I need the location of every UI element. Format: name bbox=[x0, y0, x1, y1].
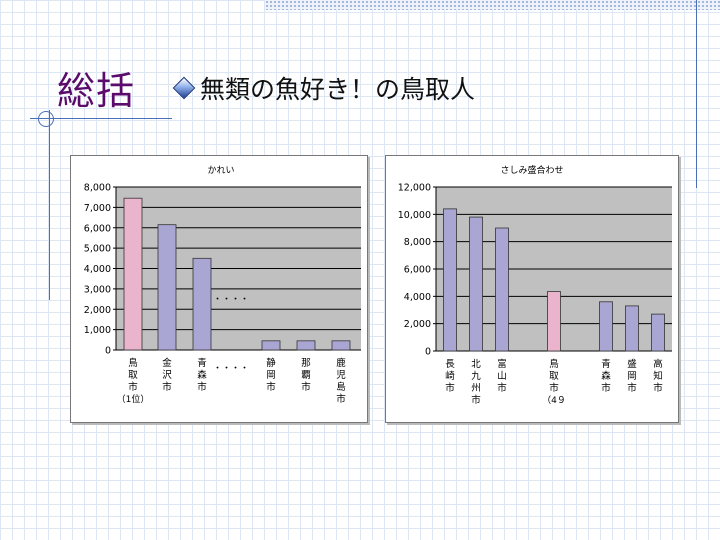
chart-karei-svg: かれい 0 1,000 2,000 3,000 4,000 5,000 6,000 7,000 8… bbox=[84, 165, 361, 405]
y-tick-label: 3,000 bbox=[84, 284, 111, 295]
y-tick-label: 4,000 bbox=[84, 264, 111, 275]
bar-6 bbox=[651, 313, 665, 352]
x-category-label-char: 鳥 bbox=[549, 358, 559, 370]
bar-3 bbox=[261, 340, 281, 351]
bar-0 bbox=[123, 197, 143, 351]
x-category-label-char: 市 bbox=[471, 394, 481, 406]
x-category-label-char: 覇 bbox=[301, 370, 311, 381]
x-category-label-char: 高 bbox=[653, 358, 663, 370]
x-category-label-char: 市 bbox=[301, 381, 311, 393]
y-tick-label: 6,000 bbox=[84, 223, 111, 234]
right-decor-line bbox=[696, 0, 697, 188]
y-tick-label: 2,000 bbox=[404, 319, 431, 330]
x-category-label-char: 岡 bbox=[266, 370, 276, 381]
x-category-label-char: 市 bbox=[601, 382, 611, 394]
x-category-label-char: 市 bbox=[336, 393, 346, 405]
x-category-note: （4９ bbox=[542, 395, 566, 406]
y-tick-label: 8,000 bbox=[404, 237, 431, 248]
chart-sashimi-svg: さしみ盛合わせ 0 2,000 4,000 6,000 8,000 10,000 12,000… bbox=[398, 164, 672, 406]
x-category-label-char: 那 bbox=[301, 358, 311, 369]
x-category-label-char: 森 bbox=[601, 370, 611, 382]
x-category-label-char: 取 bbox=[549, 371, 559, 382]
x-category-label-char: 北 bbox=[471, 359, 481, 370]
x-category-label-char: 青 bbox=[601, 358, 611, 370]
x-category-label-char: 九 bbox=[471, 370, 481, 382]
y-tick-label: 4,000 bbox=[404, 292, 431, 303]
x-category-label-char: 金 bbox=[162, 357, 172, 369]
bar-5 bbox=[331, 340, 351, 351]
y-tick-label: 8,000 bbox=[84, 183, 111, 194]
left-decor-line bbox=[49, 110, 50, 300]
bar-4 bbox=[296, 340, 316, 351]
slide-title: 総括 bbox=[57, 69, 136, 113]
x-category-label-char: 盛 bbox=[627, 358, 637, 370]
bar-1 bbox=[469, 216, 483, 352]
x-category-label-char: 市 bbox=[497, 382, 507, 394]
x-category-label-char: 市 bbox=[162, 381, 172, 393]
x-category-label-char: 岡 bbox=[627, 371, 637, 382]
diamond-bullet-icon bbox=[172, 76, 196, 100]
slide-subtitle: 無類の魚好き！の鳥取人 bbox=[200, 75, 476, 104]
y-tick-label: 10,000 bbox=[398, 210, 431, 221]
y-tick-label: 7,000 bbox=[84, 203, 111, 214]
x-category-label-char: 市 bbox=[266, 381, 276, 393]
title-underline bbox=[30, 118, 172, 119]
bullet-row: 無類の魚好き！の鳥取人 bbox=[172, 70, 475, 106]
top-dotted-band bbox=[265, 0, 720, 10]
x-category-label-char: 沢 bbox=[162, 369, 172, 381]
chart-title: さしみ盛合わせ bbox=[500, 164, 563, 176]
x-category-label-char: 市 bbox=[445, 382, 455, 394]
bar-3 bbox=[547, 291, 561, 352]
bar-1 bbox=[157, 224, 177, 351]
x-category-label-char: 児 bbox=[336, 370, 346, 381]
y-tick-label: 1,000 bbox=[84, 325, 111, 336]
bar-0 bbox=[443, 208, 457, 352]
y-tick-label: 12,000 bbox=[398, 183, 431, 194]
chart-title: かれい bbox=[207, 165, 234, 176]
x-category-label-char: 山 bbox=[497, 371, 507, 382]
bar-4 bbox=[599, 301, 613, 352]
bar-2 bbox=[192, 257, 212, 351]
y-tick-label: 0 bbox=[105, 346, 111, 357]
x-category-label-char: 市 bbox=[197, 381, 207, 393]
x-category-label-char: 鹿 bbox=[336, 357, 346, 369]
x-category-label-char: 知 bbox=[653, 370, 663, 382]
y-tick-label: 2,000 bbox=[84, 305, 111, 316]
y-tick-label: 0 bbox=[425, 347, 431, 358]
bar-2 bbox=[495, 227, 509, 352]
y-tick-label: 5,000 bbox=[84, 244, 111, 255]
x-category-label-char: 森 bbox=[197, 369, 207, 381]
x-category-label-char: 市 bbox=[627, 382, 637, 394]
bar-5 bbox=[625, 305, 639, 352]
decor-circle bbox=[38, 111, 54, 127]
x-category-label-char: 青 bbox=[197, 357, 207, 369]
x-category-label-char: 崎 bbox=[445, 370, 455, 382]
x-category-label-char: 州 bbox=[471, 383, 481, 394]
x-category-label-char: 島 bbox=[336, 381, 346, 393]
x-category-label-char: 市 bbox=[128, 381, 138, 393]
axis-ellipsis: ・・・・ bbox=[213, 364, 249, 374]
y-tick-label: 6,000 bbox=[404, 265, 431, 276]
x-category-label-char: 富 bbox=[497, 358, 507, 370]
x-category-note: （1位） bbox=[117, 393, 150, 405]
x-category-label-char: 取 bbox=[128, 370, 138, 381]
chart-sashimi: さしみ盛合わせ 0 2,000 4,000 6,000 8,000 10,000 12,000… bbox=[385, 155, 679, 423]
x-category-label-char: 静 bbox=[266, 357, 276, 369]
x-category-label-char: 長 bbox=[445, 359, 455, 370]
chart-karei: かれい 0 1,000 2,000 3,000 4,000 5,000 6,000 7,000 8… bbox=[70, 155, 368, 423]
x-category-label-char: 市 bbox=[653, 382, 663, 394]
plot-ellipsis: ・・・・ bbox=[213, 295, 249, 305]
x-category-label-char: 鳥 bbox=[128, 357, 138, 369]
x-category-label-char: 市 bbox=[549, 382, 559, 394]
